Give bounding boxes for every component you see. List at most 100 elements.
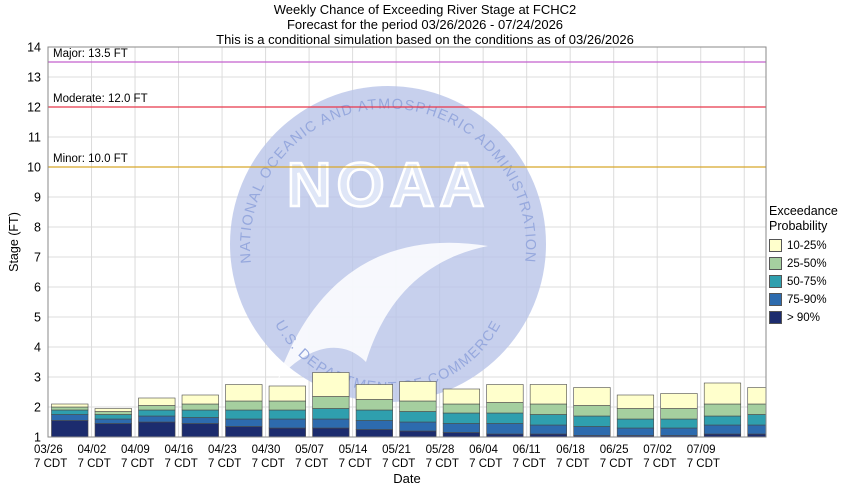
bar-segment bbox=[573, 387, 611, 406]
bar-segment bbox=[573, 426, 611, 436]
bars-group bbox=[51, 372, 766, 437]
bar-segment bbox=[399, 411, 437, 423]
legend-swatch bbox=[769, 239, 782, 252]
bar-segment bbox=[225, 418, 263, 427]
svg-text:2: 2 bbox=[34, 401, 41, 415]
svg-text:7 CDT: 7 CDT bbox=[339, 458, 372, 470]
legend-swatch bbox=[769, 257, 782, 270]
bar-segment bbox=[442, 432, 480, 437]
plot-border bbox=[47, 46, 767, 438]
svg-text:05/28: 05/28 bbox=[426, 444, 455, 456]
svg-text:7 CDT: 7 CDT bbox=[600, 458, 633, 470]
bar-segment bbox=[225, 384, 263, 402]
noaa-logo-watermark: NATIONAL OCEANIC AND ATMOSPHERIC ADMINIS… bbox=[230, 86, 546, 402]
svg-text:05/07: 05/07 bbox=[295, 444, 324, 456]
bar-segment bbox=[529, 424, 568, 435]
svg-text:6: 6 bbox=[34, 281, 41, 295]
bar-segment bbox=[660, 427, 698, 436]
svg-text:5: 5 bbox=[34, 311, 41, 325]
bar-segment bbox=[355, 420, 393, 430]
svg-text:04/16: 04/16 bbox=[165, 444, 194, 456]
svg-text:8: 8 bbox=[34, 221, 41, 235]
bar-segment bbox=[312, 396, 350, 409]
bar-segment bbox=[181, 417, 219, 424]
legend-entry: > 90% bbox=[769, 311, 849, 324]
svg-text:07/09: 07/09 bbox=[687, 444, 716, 456]
bar-segment bbox=[181, 409, 219, 418]
bar-segment bbox=[442, 388, 480, 405]
bar-segment bbox=[616, 418, 655, 429]
threshold-label: Major: 13.5 FT bbox=[53, 48, 128, 60]
chart-note: This is a conditional simulation based o… bbox=[216, 32, 634, 47]
svg-text:7 CDT: 7 CDT bbox=[382, 458, 415, 470]
bar-segment bbox=[312, 418, 350, 429]
flood-threshold-lines: Major: 13.5 FT Moderate: 12.0 FT Minor: 10… bbox=[48, 48, 766, 168]
svg-text:7 CDT: 7 CDT bbox=[643, 458, 676, 470]
svg-text:13: 13 bbox=[27, 71, 41, 85]
legend-swatch bbox=[769, 275, 782, 288]
svg-text:03/26: 03/26 bbox=[34, 444, 63, 456]
svg-text:06/18: 06/18 bbox=[556, 444, 585, 456]
svg-text:04/23: 04/23 bbox=[208, 444, 237, 456]
svg-text:7 CDT: 7 CDT bbox=[208, 458, 241, 470]
bar-segment bbox=[94, 411, 132, 415]
legend-swatch bbox=[769, 311, 782, 324]
bar-segment bbox=[660, 393, 698, 409]
bar-segment bbox=[94, 418, 132, 424]
bar-segment bbox=[51, 409, 89, 415]
bar-segment bbox=[529, 403, 568, 415]
svg-text:7 CDT: 7 CDT bbox=[556, 458, 589, 470]
bar-segment bbox=[138, 405, 176, 411]
bar-segment bbox=[94, 408, 132, 412]
bar-segment bbox=[703, 382, 742, 405]
svg-text:05/14: 05/14 bbox=[339, 444, 368, 456]
bar-segment bbox=[138, 415, 176, 423]
bar-segment bbox=[312, 372, 350, 397]
bar-segment bbox=[442, 423, 480, 433]
legend-entry-label: 75-90% bbox=[787, 293, 827, 306]
x-axis-title: Date bbox=[393, 471, 421, 486]
bar-segment bbox=[138, 421, 176, 437]
bar-segment bbox=[51, 414, 89, 421]
threshold-label: Minor: 10.0 FT bbox=[53, 153, 128, 165]
bar-segment bbox=[268, 400, 306, 411]
svg-text:7 CDT: 7 CDT bbox=[426, 458, 459, 470]
bar-segment bbox=[312, 408, 350, 420]
legend-entry-label: > 90% bbox=[787, 311, 820, 324]
svg-text:7 CDT: 7 CDT bbox=[34, 458, 67, 470]
bar-segment bbox=[225, 426, 263, 437]
bar-segment bbox=[486, 423, 524, 435]
svg-text:7 CDT: 7 CDT bbox=[121, 458, 154, 470]
chart-header: Weekly Chance of Exceeding River Stage a… bbox=[0, 2, 850, 47]
svg-text:7 CDT: 7 CDT bbox=[78, 458, 111, 470]
threshold-label: Moderate: 12.0 FT bbox=[53, 93, 148, 105]
svg-text:05/21: 05/21 bbox=[382, 444, 411, 456]
bar-segment bbox=[51, 420, 89, 437]
bar-segment bbox=[268, 418, 306, 429]
svg-text:07/02: 07/02 bbox=[643, 444, 672, 456]
legend-entry-label: 10-25% bbox=[787, 239, 827, 252]
bar-segment bbox=[399, 421, 437, 432]
bar-segment bbox=[703, 403, 742, 417]
legend-title-line2: Probability bbox=[769, 219, 828, 233]
bar-segment bbox=[225, 400, 263, 411]
bar-segment bbox=[399, 381, 437, 402]
legend-swatch bbox=[769, 293, 782, 306]
bar-segment bbox=[138, 409, 176, 417]
legend-title-line1: Exceedance bbox=[769, 204, 838, 218]
bar-segment bbox=[268, 385, 306, 402]
svg-text:11: 11 bbox=[28, 131, 41, 145]
bar-segment bbox=[51, 403, 89, 408]
legend-entry: 10-25% bbox=[769, 239, 849, 252]
svg-text:06/11: 06/11 bbox=[513, 444, 541, 456]
bar-segment bbox=[573, 405, 611, 417]
bar-segment bbox=[181, 394, 219, 405]
bar-segment bbox=[703, 424, 742, 435]
bar-segment bbox=[268, 427, 306, 437]
legend-entry: 25-50% bbox=[769, 257, 849, 270]
bar-segment bbox=[616, 408, 655, 420]
svg-text:7 CDT: 7 CDT bbox=[469, 458, 502, 470]
bar-segment bbox=[486, 402, 524, 414]
bar-segment bbox=[703, 415, 742, 426]
